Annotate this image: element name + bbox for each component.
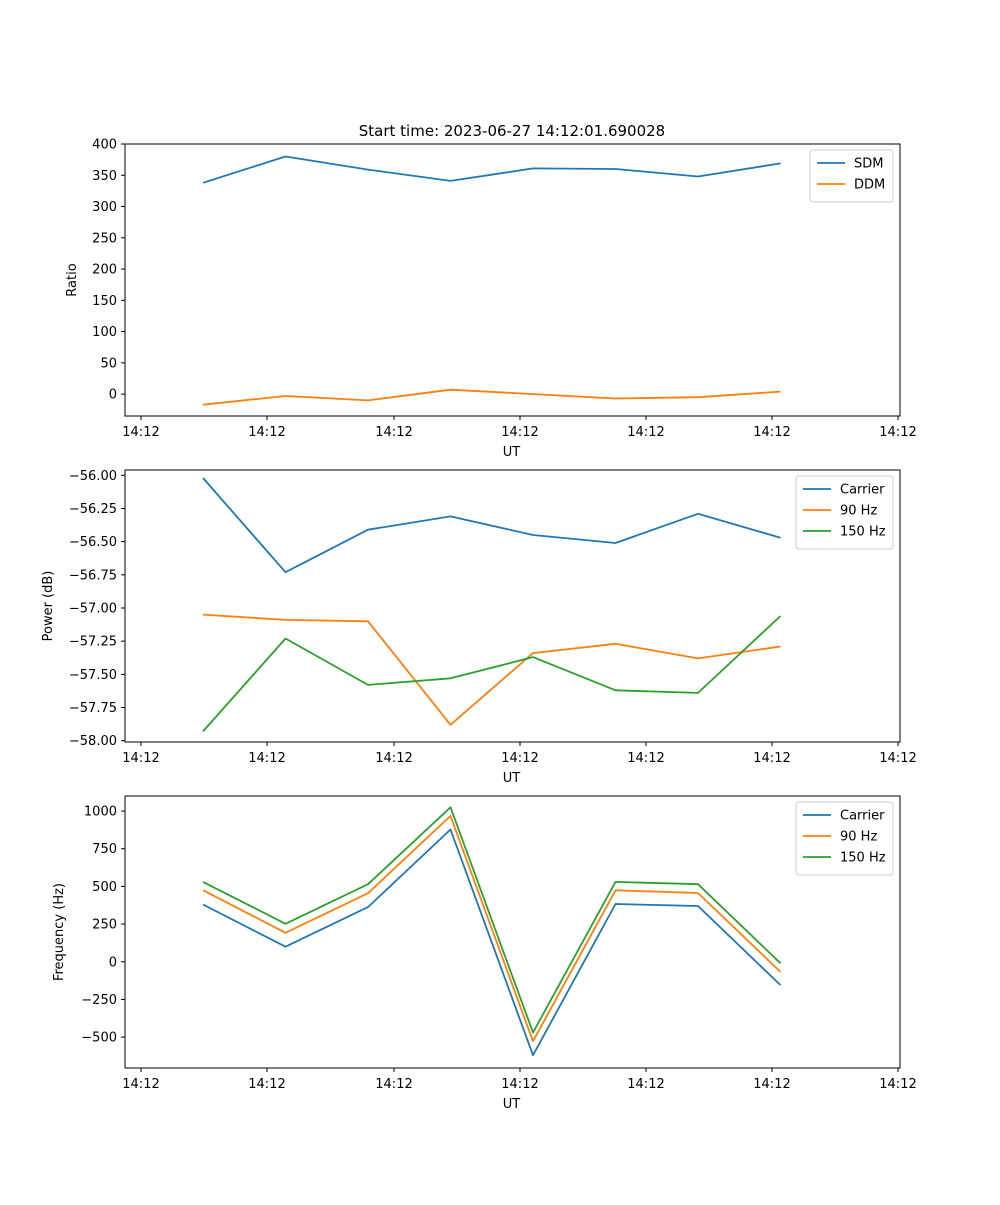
ratio-y-tick-label: 350 xyxy=(92,169,117,184)
power-y-tick-label: −56.50 xyxy=(69,535,117,550)
ratio-x-tick-label: 14:12 xyxy=(248,425,285,440)
frequency-x-axis-label: UT xyxy=(503,1097,521,1112)
frequency-legend-label-carrier: Carrier xyxy=(840,809,885,824)
frequency-legend-label-150-hz: 150 Hz xyxy=(840,851,886,866)
ratio-y-tick-label: 200 xyxy=(92,263,117,278)
frequency-series-150-hz-line xyxy=(202,806,782,1034)
frequency-y-tick-label: −250 xyxy=(81,993,117,1008)
ratio-legend-label-ddm: DDM xyxy=(854,178,885,193)
ratio-x-axis-label: UT xyxy=(503,445,521,460)
ratio-axes-frame xyxy=(124,143,901,417)
ratio-series-sdm-line xyxy=(202,155,781,184)
power-y-tick-label: −56.25 xyxy=(69,502,117,517)
power-x-axis-label: UT xyxy=(503,771,521,786)
frequency-x-tick-label: 14:12 xyxy=(122,1077,159,1092)
frequency-panel: 14:12 14:12 14:12 14:12 14:12 14:12 14:12 −500 −… xyxy=(52,795,917,1112)
ratio-legend-label-sdm: SDM xyxy=(854,157,883,172)
power-x-tick-label: 14:12 xyxy=(248,751,285,766)
frequency-legend-label-90-hz: 90 Hz xyxy=(840,830,877,845)
power-series-carrier-line xyxy=(202,477,781,574)
ratio-y-tick-label: 0 xyxy=(109,388,117,403)
frequency-x-tick-label: 14:12 xyxy=(375,1077,412,1092)
power-legend-label-90-hz: 90 Hz xyxy=(840,504,877,519)
power-y-tick-label: −57.00 xyxy=(69,601,117,616)
power-y-tick-label: −58.00 xyxy=(69,734,117,749)
power-panel: 14:12 14:12 14:12 14:12 14:12 14:12 14:12 −58.0… xyxy=(41,469,917,786)
power-x-tick-label: 14:12 xyxy=(375,751,412,766)
power-x-tick-label: 14:12 xyxy=(753,751,790,766)
frequency-y-tick-label: 1000 xyxy=(84,805,117,820)
ratio-y-tick-label: 300 xyxy=(92,200,117,215)
frequency-x-tick-label: 14:12 xyxy=(753,1077,790,1092)
power-y-axis-label: Power (dB) xyxy=(41,571,56,642)
frequency-y-axis-label: Frequency (Hz) xyxy=(52,883,67,981)
ratio-x-tick-label: 14:12 xyxy=(501,425,538,440)
ratio-x-tick-label: 14:12 xyxy=(879,425,916,440)
ratio-x-tick-label: 14:12 xyxy=(627,425,664,440)
ratio-y-tick-label: 400 xyxy=(92,138,117,153)
power-y-tick-label: −56.00 xyxy=(69,469,117,484)
power-x-tick-label: 14:12 xyxy=(122,751,159,766)
frequency-x-tick-label: 14:12 xyxy=(879,1077,916,1092)
frequency-axes-frame xyxy=(124,795,901,1069)
power-x-tick-label: 14:12 xyxy=(501,751,538,766)
frequency-y-tick-label: −500 xyxy=(81,1031,117,1046)
power-y-tick-label: −57.50 xyxy=(69,668,117,683)
frequency-y-tick-label: 250 xyxy=(92,918,117,933)
figure-title: Start time: 2023-06-27 14:12:01.690028 xyxy=(359,122,665,140)
frequency-x-tick-label: 14:12 xyxy=(627,1077,664,1092)
power-axes-frame xyxy=(124,469,901,743)
power-x-tick-label: 14:12 xyxy=(627,751,664,766)
frequency-y-tick-label: 750 xyxy=(92,842,117,857)
ratio-y-tick-label: 150 xyxy=(92,294,117,309)
power-series-90-hz-line xyxy=(202,613,781,726)
ratio-x-tick-label: 14:12 xyxy=(122,425,159,440)
ratio-panel: 14:12 14:12 14:12 14:12 14:12 14:12 14:12 0 50 10… xyxy=(65,138,917,461)
frequency-y-tick-label: 500 xyxy=(92,880,117,895)
ratio-y-tick-label: 50 xyxy=(100,356,117,371)
power-y-tick-label: −57.25 xyxy=(69,635,117,650)
ratio-series-ddm-line xyxy=(202,388,781,406)
power-legend-label-carrier: Carrier xyxy=(840,483,885,498)
ratio-x-tick-label: 14:12 xyxy=(375,425,412,440)
frequency-series-carrier-line xyxy=(202,828,782,1057)
ratio-y-axis-label: Ratio xyxy=(65,263,80,296)
ratio-y-tick-label: 100 xyxy=(92,325,117,340)
power-legend-label-150-hz: 150 Hz xyxy=(840,525,886,540)
power-x-tick-label: 14:12 xyxy=(879,751,916,766)
frequency-series-90-hz-line xyxy=(202,815,782,1043)
ratio-y-tick-label: 250 xyxy=(92,231,117,246)
frequency-x-tick-label: 14:12 xyxy=(248,1077,285,1092)
frequency-x-tick-label: 14:12 xyxy=(501,1077,538,1092)
ratio-x-tick-label: 14:12 xyxy=(753,425,790,440)
frequency-y-tick-label: 0 xyxy=(109,955,117,970)
power-y-tick-label: −56.75 xyxy=(69,568,117,583)
power-y-tick-label: −57.75 xyxy=(69,701,117,716)
power-series-150-hz-line xyxy=(202,615,782,732)
